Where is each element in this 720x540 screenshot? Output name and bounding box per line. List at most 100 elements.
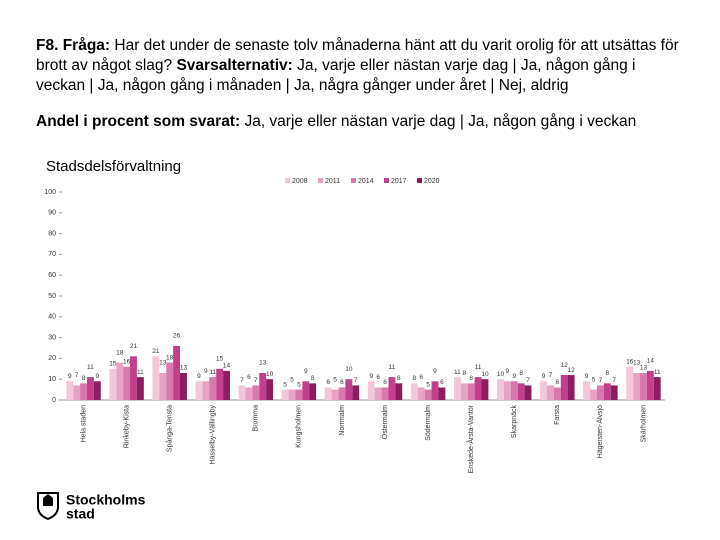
bar	[553, 387, 561, 400]
y-tick-label: 70	[48, 251, 56, 258]
bar	[324, 387, 332, 400]
data-label: 6	[376, 374, 380, 381]
data-label: 15	[109, 361, 117, 368]
data-label: 9	[204, 368, 208, 375]
question-text: Har det under de senaste tolv månaderna …	[36, 37, 679, 74]
data-label: 8	[397, 375, 401, 382]
data-label: 21	[152, 348, 160, 355]
data-label: 16	[123, 358, 131, 365]
share-text: Ja, varje eller nästan varje dag | Ja, n…	[244, 113, 637, 130]
bar	[238, 385, 246, 400]
legend-label: 2017	[391, 178, 407, 185]
data-label: 10	[345, 366, 353, 373]
bar	[653, 377, 661, 400]
bar	[374, 387, 382, 400]
bar	[517, 383, 525, 400]
bar	[417, 387, 425, 400]
data-label: 11	[209, 369, 216, 376]
bar	[302, 381, 310, 400]
bar	[281, 389, 289, 400]
data-label: 9	[68, 373, 72, 380]
data-label: 10	[497, 371, 505, 378]
data-label: 8	[605, 370, 609, 377]
data-label: 6	[556, 379, 560, 386]
y-tick-label: 10	[48, 376, 56, 383]
logo-icon	[43, 494, 53, 506]
y-tick-label: 0	[52, 397, 56, 404]
x-tick-label: Hela staden	[80, 405, 87, 442]
data-label: 14	[223, 363, 231, 370]
data-label: 8	[519, 370, 523, 377]
data-label: 9	[512, 373, 516, 380]
bar	[646, 370, 654, 400]
bar	[567, 375, 575, 400]
bar	[266, 379, 274, 400]
bar	[202, 381, 210, 400]
y-tick-label: 40	[48, 314, 56, 321]
bar	[180, 372, 187, 400]
y-tick-label: 90	[48, 210, 56, 217]
data-label: 26	[173, 333, 181, 340]
data-label: 7	[549, 372, 553, 379]
data-label: 8	[82, 375, 86, 382]
data-label: 12	[561, 362, 569, 369]
data-label: 9	[506, 368, 510, 375]
bar	[295, 389, 303, 400]
bar	[338, 387, 346, 400]
bar	[546, 385, 554, 400]
data-label: 11	[389, 364, 396, 371]
bar	[540, 381, 547, 400]
bar	[345, 379, 353, 400]
bar	[109, 368, 117, 400]
x-tick-label: Södermalm	[425, 405, 432, 441]
data-label: 11	[454, 369, 461, 376]
x-tick-label: Hägersten-Älvsjö	[596, 405, 604, 458]
logo-line1: Stockholms	[66, 492, 146, 508]
x-tick-label: Östermalm	[381, 405, 389, 439]
data-label: 13	[633, 360, 641, 367]
bar	[136, 377, 144, 400]
share-label: Andel i procent som svarat:	[36, 113, 241, 130]
data-label: 7	[254, 377, 258, 384]
question-label: F8. Fråga:	[36, 37, 111, 54]
bar	[195, 381, 203, 400]
chart-title: Stadsdelsförvaltning	[46, 158, 181, 175]
data-label: 10	[266, 371, 274, 378]
y-tick-label: 80	[48, 230, 56, 237]
bar	[80, 383, 87, 400]
data-label: 9	[433, 368, 437, 375]
data-label: 11	[87, 364, 94, 371]
bar	[510, 381, 518, 400]
data-label: 15	[216, 356, 224, 363]
data-label: 5	[297, 381, 301, 388]
bar	[381, 387, 389, 400]
logo-line2: stad	[66, 506, 95, 522]
data-label: 7	[75, 372, 79, 379]
bar	[223, 370, 230, 400]
bar	[159, 372, 167, 400]
legend-label: 2011	[325, 178, 340, 185]
y-tick-label: 60	[48, 272, 56, 279]
bar	[209, 377, 217, 400]
bar	[116, 362, 124, 400]
data-label: 14	[647, 358, 655, 365]
x-tick-label: Skärholmen	[640, 405, 647, 442]
bar	[395, 383, 403, 400]
bar	[152, 356, 160, 400]
bar	[331, 389, 339, 400]
data-label: 13	[159, 360, 167, 367]
legend-label: 2020	[424, 178, 440, 185]
bar	[640, 372, 647, 400]
bar	[497, 379, 504, 400]
data-label: 8	[311, 375, 315, 382]
data-label: 6	[419, 374, 423, 381]
bar	[288, 389, 296, 400]
x-tick-label: Rinkeby-Kista	[123, 405, 130, 448]
data-label: 18	[116, 349, 124, 356]
bar	[252, 385, 260, 400]
data-label: 12	[567, 367, 575, 374]
y-tick-label: 50	[48, 293, 56, 300]
bar	[216, 368, 224, 400]
data-label: 5	[290, 376, 294, 383]
